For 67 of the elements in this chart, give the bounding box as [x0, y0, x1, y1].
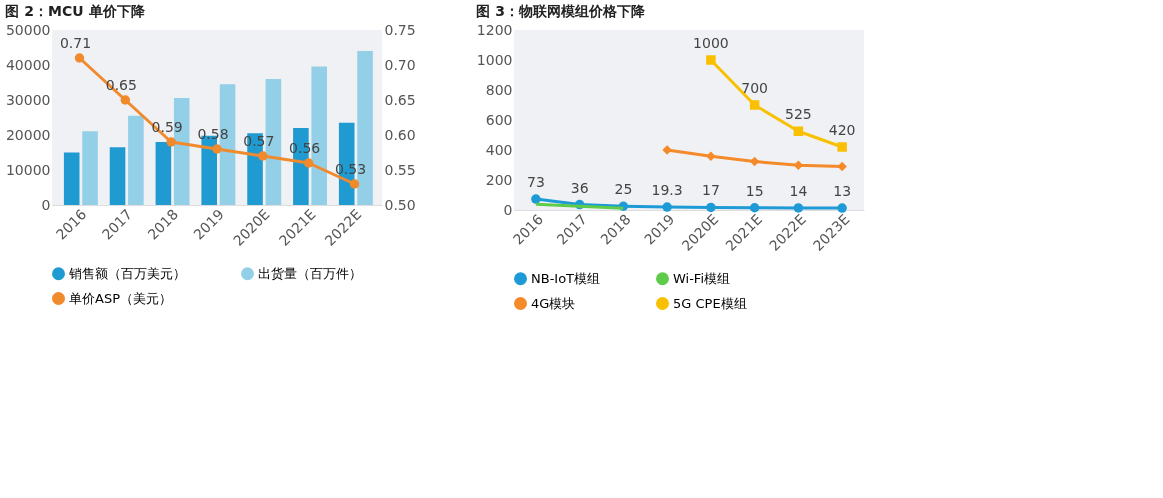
point	[120, 95, 131, 105]
y-tick-label: 1000	[476, 51, 513, 68]
y-tick-label: 600	[485, 111, 513, 128]
y-tick-label: 50000	[5, 21, 51, 38]
legend-label: 出货量（百万件）	[258, 265, 362, 281]
data-label: 1000	[693, 35, 729, 51]
point	[212, 144, 222, 154]
legend-label: 4G模块	[531, 295, 576, 311]
y2-tick-label: 0.75	[384, 21, 416, 38]
legend-label: NB-IoT模组	[531, 270, 601, 286]
point	[837, 161, 847, 172]
y2-tick-label: 0.70	[384, 56, 416, 73]
point	[662, 202, 672, 212]
data-label: 19.3	[651, 182, 683, 199]
data-label: 36	[570, 179, 589, 196]
data-label: 0.58	[197, 126, 229, 142]
point	[749, 203, 760, 213]
y2-tick-label: 0.50	[384, 196, 416, 213]
chart-title: 图 2：MCU 单价下降	[5, 3, 146, 19]
data-label: 73	[526, 174, 545, 191]
bar	[109, 147, 126, 205]
bar	[82, 131, 98, 205]
y-tick-label: 0	[41, 196, 51, 213]
data-label: 15	[745, 182, 764, 199]
point	[258, 151, 268, 161]
chart-title: 图 3：物联网模组价格下降	[476, 3, 646, 19]
y-tick-label: 20000	[5, 126, 51, 143]
data-label: 700	[741, 80, 768, 96]
y-tick-label: 1200	[476, 21, 513, 38]
point	[837, 203, 847, 213]
bar	[155, 142, 172, 205]
point	[837, 142, 847, 152]
point	[793, 203, 804, 213]
y-tick-label: 200	[485, 171, 513, 188]
point	[749, 156, 760, 167]
point	[706, 151, 716, 162]
point	[749, 100, 760, 110]
point	[793, 126, 804, 136]
point	[706, 55, 716, 65]
y-tick-label: 40000	[5, 56, 51, 73]
y2-tick-label: 0.55	[384, 161, 416, 178]
bar	[63, 152, 80, 205]
y-tick-label: 0	[503, 201, 513, 218]
y-tick-label: 800	[485, 81, 513, 98]
y2-tick-label: 0.65	[384, 91, 416, 108]
point	[303, 158, 314, 168]
legend-label: 销售额（百万美元）	[68, 265, 186, 281]
point	[706, 202, 716, 213]
point	[74, 53, 85, 63]
legend-label: 5G CPE模组	[673, 295, 747, 311]
data-label: 420	[828, 122, 856, 138]
data-label: 0.71	[59, 35, 92, 51]
point	[531, 194, 541, 204]
data-label: 525	[785, 106, 812, 123]
y-tick-label: 10000	[5, 161, 51, 178]
data-label: 25	[614, 181, 633, 198]
legend-label: 单价ASP（美元）	[69, 290, 172, 306]
y2-tick-label: 0.60	[384, 126, 416, 143]
legend-label: Wi-Fi模组	[673, 270, 731, 286]
bar	[128, 115, 144, 205]
data-label: 13	[833, 183, 852, 200]
point	[166, 137, 176, 147]
point	[349, 179, 360, 189]
y-tick-label: 400	[485, 141, 513, 158]
data-label: 14	[789, 182, 808, 199]
data-label: 17	[701, 182, 720, 199]
y-tick-label: 30000	[5, 91, 51, 108]
